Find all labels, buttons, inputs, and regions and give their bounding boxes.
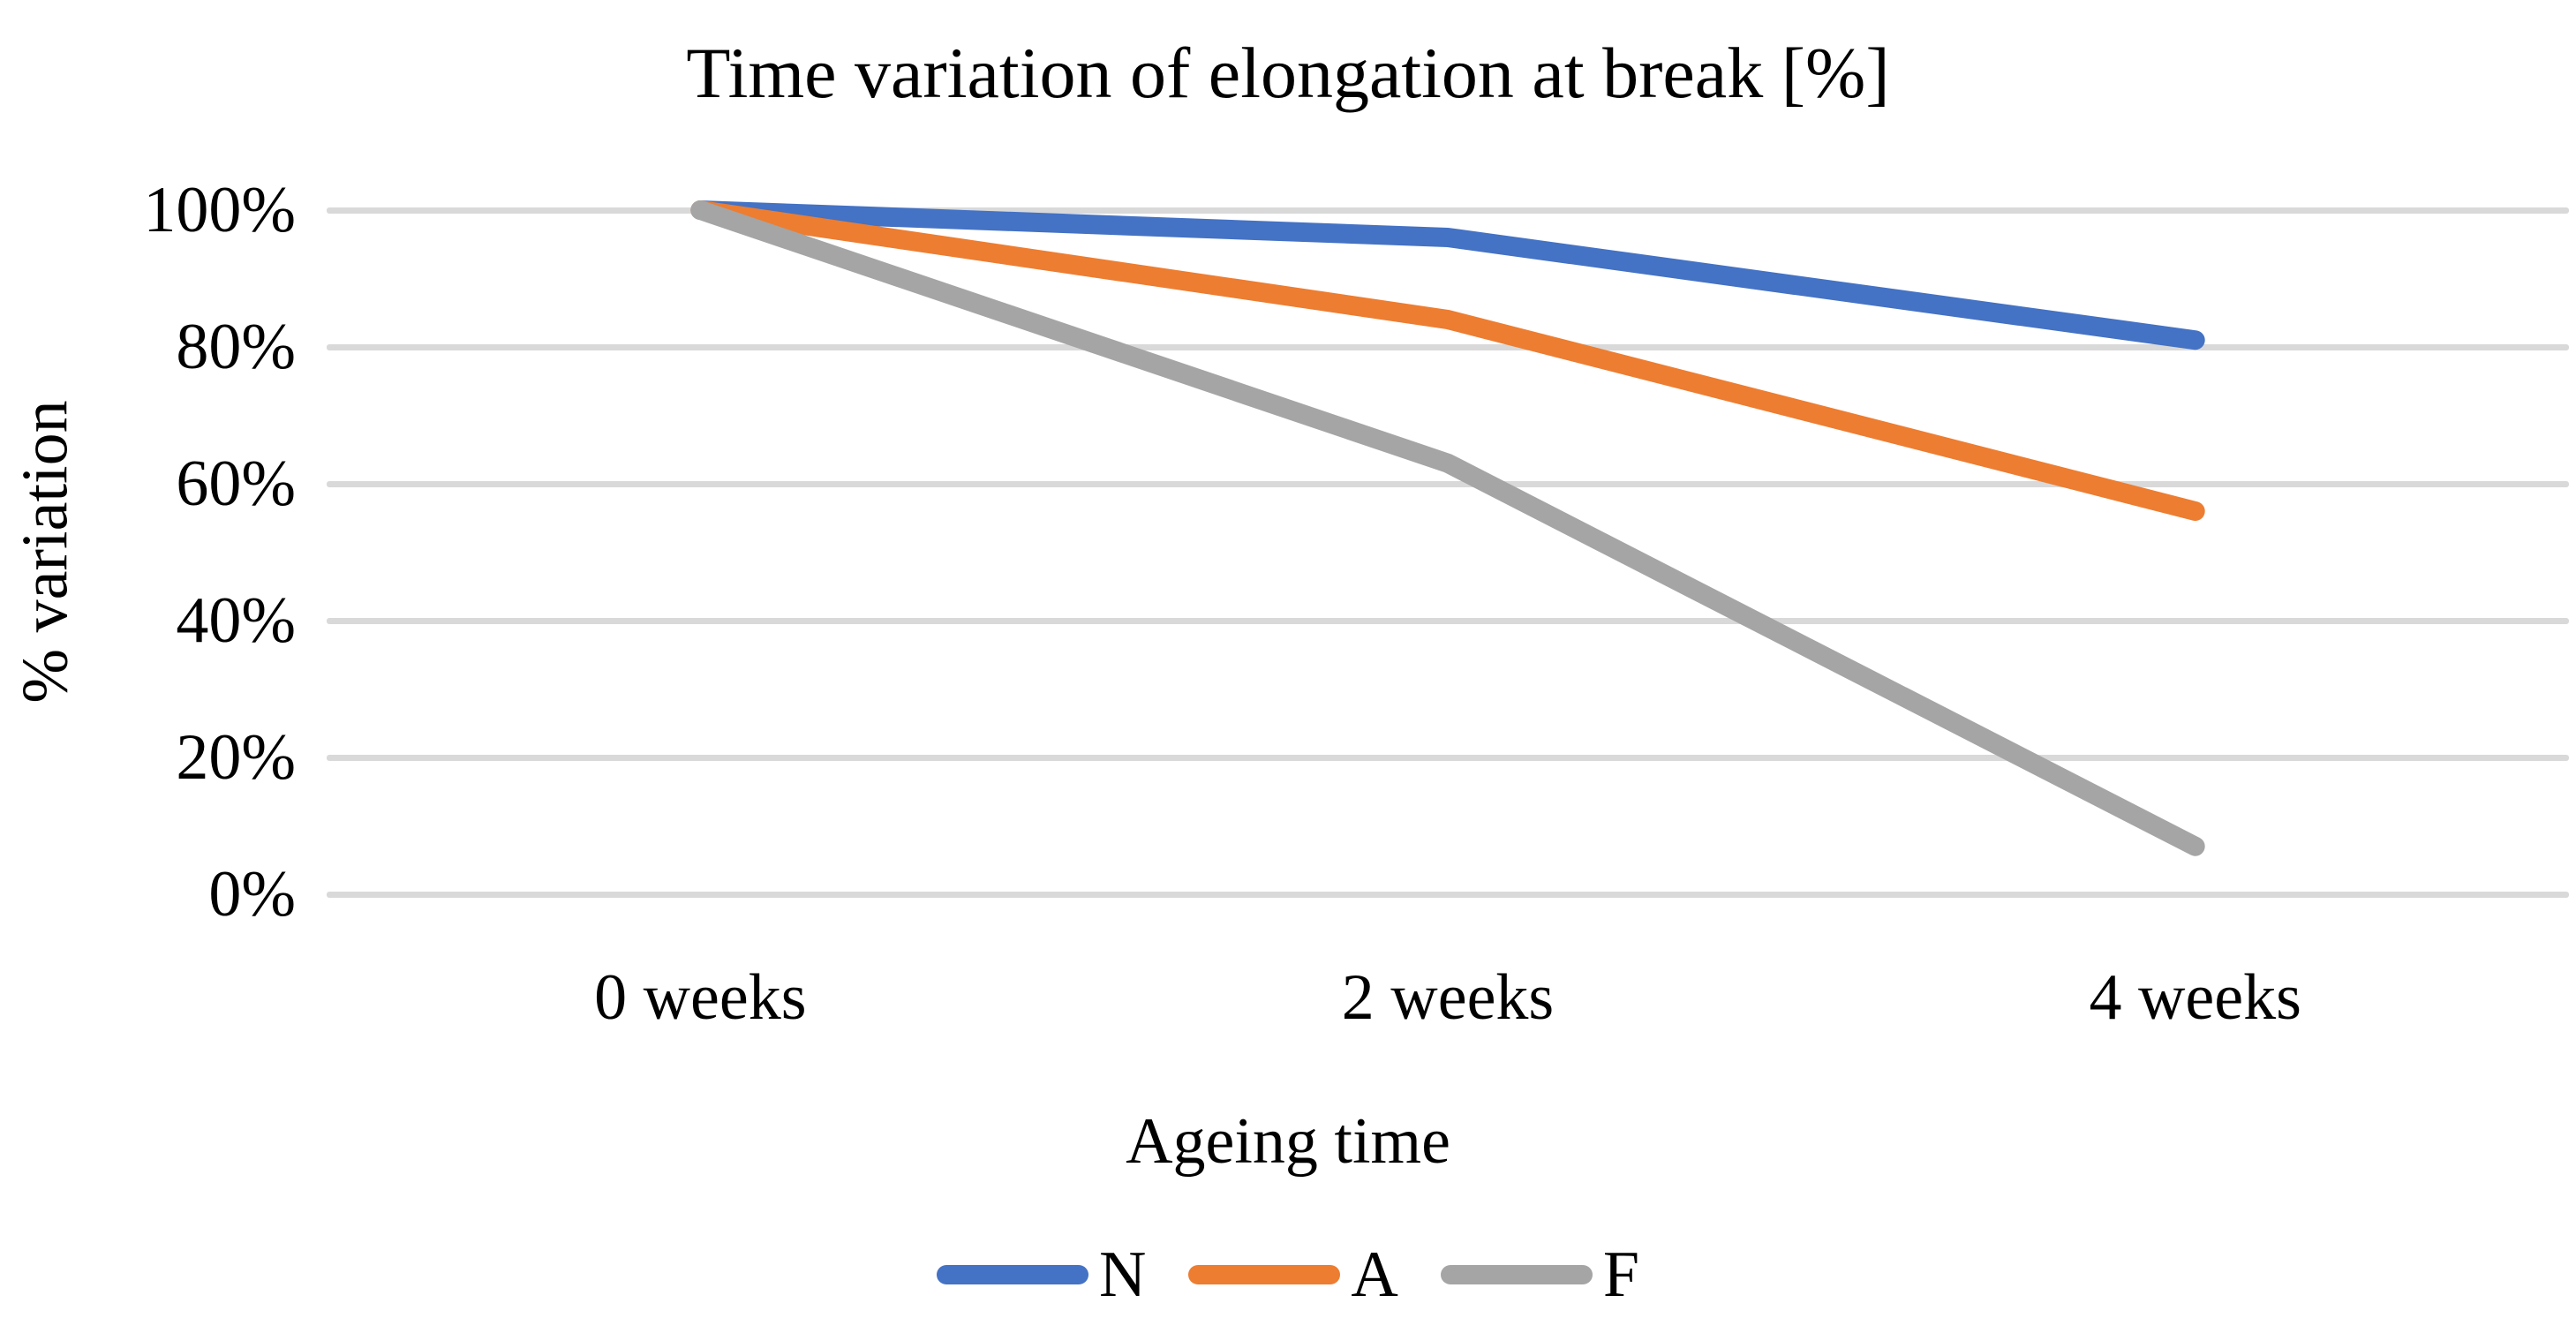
y-tick-label-20%: 20% — [176, 721, 296, 794]
y-tick-label-0%: 0% — [208, 858, 296, 930]
legend-item-F: F — [1440, 1238, 1640, 1312]
chart-title: Time variation of elongation at break [%… — [686, 33, 1890, 113]
gridline-60% — [327, 480, 2569, 487]
legend-item-A: A — [1188, 1238, 1398, 1312]
series-line-F — [690, 200, 2205, 856]
gridline-40% — [327, 617, 2569, 624]
gridline-100% — [327, 207, 2569, 214]
y-tick-label-100%: 100% — [143, 174, 296, 246]
x-axis-title: Ageing time — [1126, 1105, 1450, 1178]
legend-swatch-A — [1188, 1265, 1341, 1284]
x-tick-label-2-weeks: 2 weeks — [1341, 961, 1555, 1034]
gridline-0% — [327, 891, 2569, 898]
x-tick-label-4-weeks: 4 weeks — [2089, 961, 2301, 1034]
legend-label-F: F — [1602, 1239, 1640, 1311]
legend-label-N: N — [1098, 1239, 1147, 1311]
y-tick-label-80%: 80% — [176, 311, 296, 383]
legend-label-A: A — [1351, 1239, 1398, 1311]
x-tick-label-0-weeks: 0 weeks — [594, 961, 807, 1034]
gridline-80% — [327, 343, 2569, 350]
series-line-N — [690, 200, 2205, 350]
legend-item-N: N — [936, 1238, 1147, 1312]
legend-swatch-F — [1440, 1265, 1593, 1284]
y-tick-label-60%: 60% — [176, 448, 296, 520]
gridline-20% — [327, 754, 2569, 761]
series-line-A — [690, 200, 2205, 521]
legend-swatch-N — [936, 1265, 1088, 1284]
y-tick-label-40%: 40% — [176, 584, 296, 657]
